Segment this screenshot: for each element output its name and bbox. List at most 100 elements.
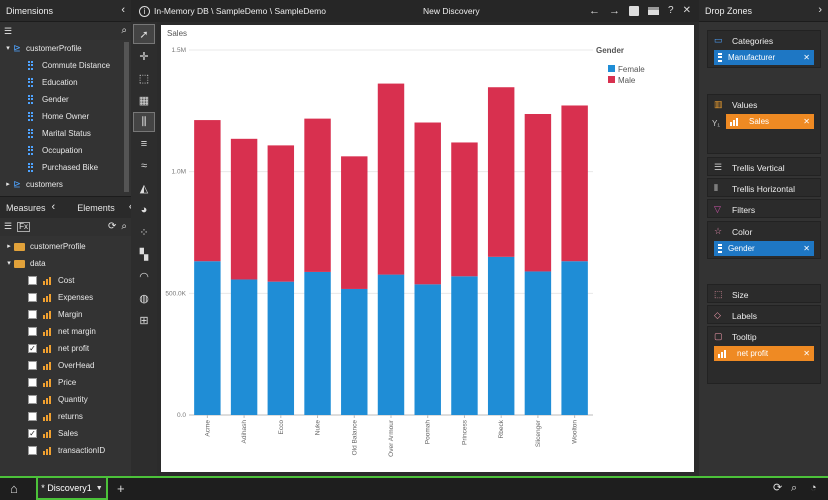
dimension-field[interactable]: Education (0, 74, 131, 91)
bar-female[interactable] (561, 261, 588, 415)
measure-item[interactable]: returns (0, 408, 131, 425)
bar-male[interactable] (341, 156, 368, 289)
table-chart-icon[interactable]: ▦ (138, 94, 150, 107)
measure-checkbox[interactable]: ✓ (28, 344, 37, 353)
measure-item[interactable]: ✓ net profit (0, 340, 131, 357)
forward-arrow-icon[interactable]: → (609, 4, 621, 17)
line-chart-icon[interactable]: ≈ (140, 160, 148, 172)
measure-item[interactable]: transactionID (0, 442, 131, 459)
area-chart-icon[interactable]: ◭ (139, 182, 149, 195)
remove-icon[interactable]: ✕ (803, 348, 810, 358)
measure-checkbox[interactable] (28, 412, 37, 421)
search-icon[interactable]: ⌕ (121, 25, 127, 36)
bar-female[interactable] (451, 276, 478, 415)
bar-female[interactable] (230, 279, 258, 415)
dimension-field[interactable]: Marital Status (0, 125, 131, 142)
bar-female[interactable] (524, 271, 552, 415)
gauge-chart-icon[interactable]: ◠ (139, 270, 149, 283)
measure-item[interactable]: Cost (0, 272, 131, 289)
pie-chart-icon[interactable]: ◕ (140, 204, 148, 216)
bar-male[interactable] (561, 105, 588, 262)
measure-checkbox[interactable] (28, 378, 37, 387)
dimension-field[interactable]: Gender (0, 91, 131, 108)
map-chart-icon[interactable]: ◍ (139, 292, 149, 305)
search-icon[interactable]: ⌕ (121, 221, 127, 232)
region-select-icon[interactable]: ⬚ (138, 72, 150, 85)
zone-trellis-vertical[interactable]: ☰ Trellis Vertical (707, 157, 821, 176)
measure-item[interactable]: ✓ Sales (0, 425, 131, 442)
list-view-icon[interactable]: ☰ (4, 221, 13, 231)
tab-measures[interactable]: Measures (6, 202, 46, 213)
scatter-chart-icon[interactable]: ⁘ (139, 226, 149, 239)
tree-node-customers[interactable]: ▸ ⊵ customers (0, 176, 131, 193)
expand-arrow-icon[interactable]: ▸ (7, 243, 11, 250)
zone-color[interactable]: ☆ Color Gender ✕ (707, 221, 821, 259)
bar-chart-icon[interactable]: ≡ (140, 138, 148, 150)
folder-customerprofile[interactable]: ▸ customerProfile (0, 238, 131, 255)
back-arrow-icon[interactable]: ← (589, 4, 601, 17)
pill-manufacturer[interactable]: Manufacturer ✕ (714, 50, 814, 65)
bar-male[interactable] (414, 122, 441, 285)
sync-icon[interactable]: ⟳ (773, 482, 783, 494)
measure-item[interactable]: OverHead (0, 357, 131, 374)
measure-item[interactable]: Expenses (0, 289, 131, 306)
bar-male[interactable] (304, 118, 331, 272)
bar-female[interactable] (341, 288, 368, 415)
tree-node-customerprofile[interactable]: ▾ ⊵ customerProfile (0, 40, 131, 57)
remove-icon[interactable]: ✕ (803, 52, 810, 62)
collapse-measures-icon[interactable]: ‹ (51, 201, 56, 213)
expand-arrow-icon[interactable]: ▸ (6, 181, 10, 188)
tab-elements[interactable]: Elements (77, 202, 115, 213)
zone-size[interactable]: ⬚ Size (707, 284, 821, 303)
formula-icon[interactable]: Fx (17, 222, 30, 232)
bar-male[interactable] (377, 83, 405, 275)
breadcrumb[interactable]: In-Memory DB \ SampleDemo \ SampleDemo (154, 6, 326, 16)
pill-gender[interactable]: Gender ✕ (714, 241, 814, 256)
remove-icon[interactable]: ✕ (803, 116, 810, 126)
select-tool-icon[interactable]: ➚ (133, 24, 155, 44)
zone-tooltip[interactable]: ▢ Tooltip net profit ✕ (707, 326, 821, 384)
collapse-arrow-icon[interactable]: ▾ (7, 260, 11, 267)
zone-labels[interactable]: ◇ Labels (707, 305, 821, 324)
pill-sales[interactable]: Sales ✕ (726, 114, 814, 129)
zone-trellis-horizontal[interactable]: ⦀ Trellis Horizontal (707, 178, 821, 197)
save-icon[interactable] (629, 6, 640, 16)
help-icon[interactable]: ? (668, 5, 674, 16)
treemap-chart-icon[interactable]: ▚ (139, 248, 149, 261)
bar-male[interactable] (451, 142, 478, 277)
dimension-field[interactable]: Commute Distance (0, 57, 131, 74)
bar-female[interactable] (414, 284, 441, 415)
zone-values[interactable]: ▥ Values Y₁ Sales ✕ (707, 94, 821, 154)
measure-item[interactable]: Price (0, 374, 131, 391)
measure-checkbox[interactable] (28, 395, 37, 404)
print-icon[interactable] (648, 7, 660, 15)
folder-data[interactable]: ▾ data (0, 255, 131, 272)
measure-checkbox[interactable] (28, 310, 37, 319)
bar-female[interactable] (487, 256, 515, 415)
pill-net-profit[interactable]: net profit ✕ (714, 346, 814, 361)
collapse-right-icon[interactable]: › (818, 4, 822, 16)
bar-male[interactable] (230, 138, 258, 280)
measure-item[interactable]: Quantity (0, 391, 131, 408)
dimension-field[interactable]: Purchased Bike (0, 159, 131, 176)
bar-male[interactable] (524, 113, 552, 272)
measure-checkbox[interactable]: ✓ (28, 429, 37, 438)
collapse-elements-icon[interactable]: ‹ (129, 202, 133, 213)
timer-icon[interactable]: ◔ (810, 482, 817, 494)
bar-female[interactable] (304, 271, 331, 415)
refresh-icon[interactable]: ⟳ (108, 221, 117, 232)
zone-categories[interactable]: ▭ Categories Manufacturer ✕ (707, 30, 821, 68)
column-chart-icon[interactable]: ⫼ (133, 112, 155, 132)
list-view-icon[interactable]: ☰ (4, 25, 13, 36)
measure-item[interactable]: Margin (0, 306, 131, 323)
bar-female[interactable] (377, 274, 405, 415)
measure-checkbox[interactable] (28, 327, 37, 336)
collapse-arrow-icon[interactable]: ▾ (6, 45, 10, 52)
collapse-left-icon[interactable]: ‹ (121, 4, 125, 16)
home-icon[interactable]: ⌂ (10, 481, 18, 496)
remove-icon[interactable]: ✕ (803, 243, 810, 253)
dropdown-icon[interactable]: ▼ (95, 484, 103, 492)
bar-female[interactable] (194, 261, 221, 415)
bar-male[interactable] (487, 87, 515, 257)
tab-discovery1[interactable]: * Discovery1 ▼ (36, 478, 108, 500)
